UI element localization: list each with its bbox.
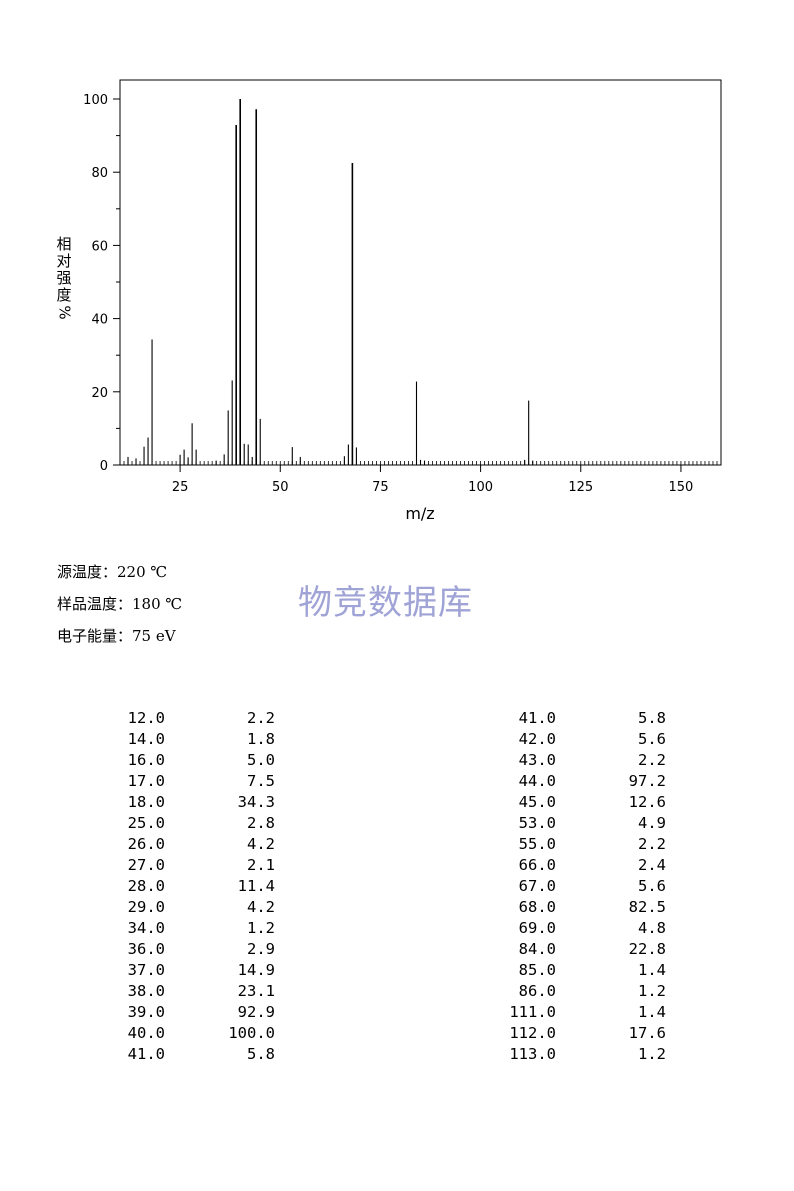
intensity-value: 5.6 bbox=[638, 730, 666, 748]
mz-value: 37.0 bbox=[127, 961, 165, 979]
y-axis-label-char: 度 bbox=[56, 286, 72, 304]
mz-value: 25.0 bbox=[127, 814, 165, 832]
intensity-value: 5.8 bbox=[638, 709, 666, 727]
y-tick-label: 20 bbox=[91, 386, 108, 401]
intensity-value: 7.5 bbox=[247, 772, 275, 790]
mz-value: 66.0 bbox=[518, 856, 556, 874]
mz-value: 38.0 bbox=[127, 982, 165, 1000]
intensity-value: 2.4 bbox=[638, 856, 666, 874]
intensity-value: 11.4 bbox=[237, 877, 275, 895]
intensity-value: 1.2 bbox=[638, 982, 666, 1000]
mz-value: 42.0 bbox=[518, 730, 556, 748]
intensity-value: 2.2 bbox=[247, 709, 275, 727]
sample-temperature: 样品温度：180 ℃ bbox=[57, 595, 183, 613]
intensity-value: 82.5 bbox=[628, 898, 666, 916]
mz-value: 53.0 bbox=[518, 814, 556, 832]
intensity-value: 17.6 bbox=[628, 1024, 666, 1042]
mz-value: 12.0 bbox=[127, 709, 165, 727]
x-tick-label: 125 bbox=[568, 480, 593, 495]
y-axis-label-char: 强 bbox=[56, 269, 72, 287]
y-axis-label-char: 相 bbox=[56, 235, 72, 253]
mz-value: 27.0 bbox=[127, 856, 165, 874]
mz-value: 34.0 bbox=[127, 919, 165, 937]
intensity-value: 22.8 bbox=[628, 940, 666, 958]
mz-value: 69.0 bbox=[518, 919, 556, 937]
mz-value: 113.0 bbox=[509, 1045, 556, 1063]
x-tick-label: 150 bbox=[669, 480, 694, 495]
intensity-value: 4.8 bbox=[638, 919, 666, 937]
mz-value: 84.0 bbox=[518, 940, 556, 958]
intensity-value: 1.2 bbox=[638, 1045, 666, 1063]
mz-value: 85.0 bbox=[518, 961, 556, 979]
intensity-value: 2.1 bbox=[247, 856, 275, 874]
x-tick-label: 75 bbox=[372, 480, 389, 495]
y-tick-label: 0 bbox=[100, 459, 108, 474]
mz-value: 39.0 bbox=[127, 1003, 165, 1021]
y-axis-label: 相 对 强 度 % bbox=[54, 236, 74, 321]
mz-value: 112.0 bbox=[509, 1024, 556, 1042]
intensity-value: 34.3 bbox=[237, 793, 275, 811]
intensity-value: 100.0 bbox=[228, 1024, 275, 1042]
mz-value: 16.0 bbox=[127, 751, 165, 769]
peak-bars bbox=[127, 99, 534, 465]
x-tick-label: 25 bbox=[172, 480, 189, 495]
intensity-value: 5.6 bbox=[638, 877, 666, 895]
x-axis: 25 50 75 100 125 150 bbox=[123, 461, 718, 495]
x-tick-label: 50 bbox=[272, 480, 289, 495]
mz-value: 41.0 bbox=[518, 709, 556, 727]
intensity-value: 1.8 bbox=[247, 730, 275, 748]
y-tick-label: 80 bbox=[91, 166, 108, 181]
watermark: 物竞数据库 bbox=[298, 583, 473, 623]
intensity-value: 4.2 bbox=[247, 898, 275, 916]
y-axis-label-char: 对 bbox=[56, 252, 72, 270]
y-axis-unit: % bbox=[55, 305, 74, 320]
intensity-value: 97.2 bbox=[628, 772, 666, 790]
mz-value: 29.0 bbox=[127, 898, 165, 916]
mz-value: 17.0 bbox=[127, 772, 165, 790]
y-tick-label: 60 bbox=[91, 239, 108, 254]
electron-energy: 电子能量：75 eV bbox=[57, 627, 176, 645]
mz-value: 67.0 bbox=[518, 877, 556, 895]
mz-value: 45.0 bbox=[518, 793, 556, 811]
x-axis-label: m/z bbox=[405, 504, 434, 523]
intensity-value: 1.4 bbox=[638, 961, 666, 979]
intensity-value: 12.6 bbox=[628, 793, 666, 811]
mz-value: 41.0 bbox=[127, 1045, 165, 1063]
intensity-value: 23.1 bbox=[237, 982, 275, 1000]
intensity-value: 2.2 bbox=[638, 751, 666, 769]
intensity-value: 5.8 bbox=[247, 1045, 275, 1063]
mz-value: 14.0 bbox=[127, 730, 165, 748]
mz-value: 28.0 bbox=[127, 877, 165, 895]
y-tick-label: 100 bbox=[83, 93, 108, 108]
intensity-value: 92.9 bbox=[237, 1003, 275, 1021]
y-axis: 0 20 40 60 80 100 bbox=[83, 93, 120, 474]
mz-value: 36.0 bbox=[127, 940, 165, 958]
mz-value: 43.0 bbox=[518, 751, 556, 769]
mz-value: 68.0 bbox=[518, 898, 556, 916]
mz-value: 26.0 bbox=[127, 835, 165, 853]
mz-value: 40.0 bbox=[127, 1024, 165, 1042]
intensity-value: 2.8 bbox=[247, 814, 275, 832]
intensity-value: 5.0 bbox=[247, 751, 275, 769]
y-tick-label: 40 bbox=[91, 313, 108, 328]
intensity-value: 1.4 bbox=[638, 1003, 666, 1021]
mz-value: 18.0 bbox=[127, 793, 165, 811]
intensity-value: 2.9 bbox=[247, 940, 275, 958]
mz-value: 111.0 bbox=[509, 1003, 556, 1021]
intensity-value: 1.2 bbox=[247, 919, 275, 937]
mz-value: 86.0 bbox=[518, 982, 556, 1000]
intensity-value: 14.9 bbox=[237, 961, 275, 979]
mz-value: 44.0 bbox=[518, 772, 556, 790]
intensity-value: 2.2 bbox=[638, 835, 666, 853]
mz-value: 55.0 bbox=[518, 835, 556, 853]
plot-frame bbox=[119, 79, 722, 466]
intensity-value: 4.2 bbox=[247, 835, 275, 853]
mass-spectrum-chart: 25 50 75 100 125 150 0 20 40 60 80 100 m/z bbox=[83, 79, 722, 523]
intensity-value: 4.9 bbox=[638, 814, 666, 832]
x-tick-label: 100 bbox=[468, 480, 493, 495]
source-temperature: 源温度：220 ℃ bbox=[57, 563, 168, 581]
